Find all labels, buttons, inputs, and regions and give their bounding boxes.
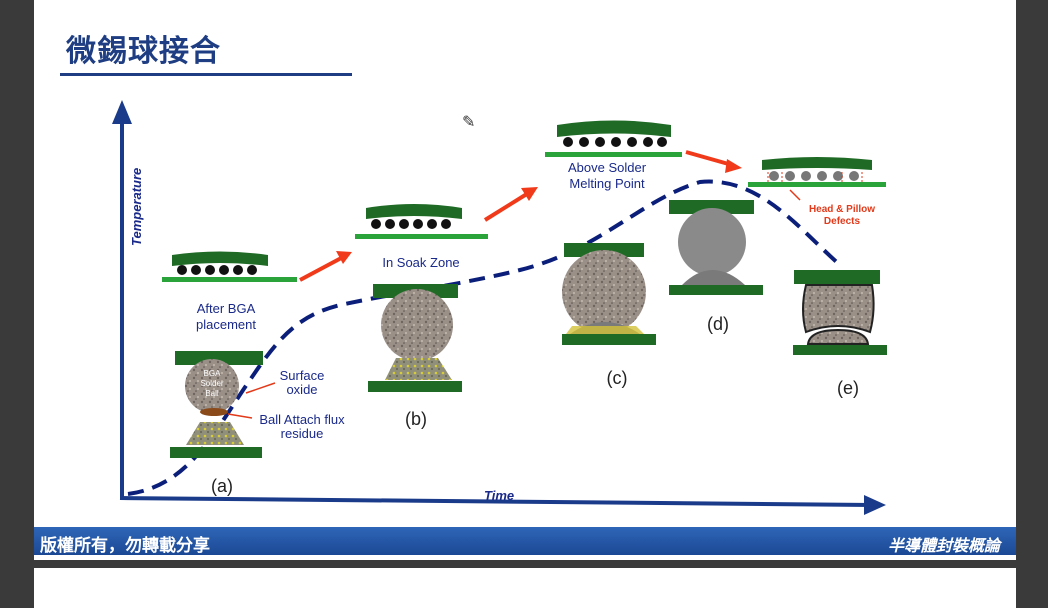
joint-e-ball-head <box>802 284 875 334</box>
joint-c: (c) <box>562 243 656 388</box>
x-axis-label: Time <box>484 488 514 503</box>
surface-oxide-label-line2: oxide <box>286 382 317 397</box>
stage-label-e: (e) <box>837 378 859 398</box>
joint-b-solder-ball <box>381 289 453 361</box>
joint-a-solder-paste <box>186 422 244 445</box>
arrow-a-to-b <box>299 254 346 282</box>
joint-a: BGA Solder Ball Surface oxide Ball Attac… <box>170 351 345 496</box>
svg-text:BGA: BGA <box>204 369 222 378</box>
stage-a-caption-line1: After BGA <box>197 301 256 316</box>
stage-label-d: (d) <box>707 314 729 334</box>
joint-d: (d) <box>669 200 763 334</box>
stage-c-caption-line1: Above Solder <box>568 160 647 175</box>
transition-arrows <box>299 150 742 282</box>
joint-a-solder-ball <box>185 359 239 413</box>
next-slide-preview <box>34 568 1016 608</box>
axes: Temperature Time <box>112 100 886 515</box>
joint-a-pcb-pad <box>170 447 262 458</box>
y-axis-label: Temperature <box>129 168 144 246</box>
package-after-placement: After BGA placement <box>162 251 297 332</box>
package-defect: Head & Pillow Defects <box>748 157 886 227</box>
stage-label-c: (c) <box>607 368 628 388</box>
joint-c-solder-ball <box>562 250 646 334</box>
pencil-icon: ✎ <box>462 114 476 131</box>
x-axis <box>119 496 873 507</box>
flux-residue-label-line1: Ball Attach flux <box>259 412 345 427</box>
package-soak-zone: In Soak Zone <box>355 204 488 270</box>
slide-title: 微錫球接合 <box>66 34 221 69</box>
joint-e: (e) <box>793 270 887 398</box>
x-axis-arrowhead <box>864 495 886 515</box>
defect-label-line1: Head & Pillow <box>809 204 875 215</box>
surface-oxide-label-line1: Surface <box>280 368 325 383</box>
arrow-c-to-d <box>685 150 733 167</box>
joint-e-pillow <box>806 328 870 345</box>
svg-text:Ball: Ball <box>205 389 219 398</box>
stage-a-caption-line2: placement <box>196 317 256 332</box>
stage-label-b: (b) <box>405 409 427 429</box>
reflow-diagram: Temperature Time After BGA placement In … <box>112 100 887 515</box>
y-axis-arrowhead <box>112 100 132 124</box>
footer-course-name: 半導體封裝概論 <box>887 536 1000 555</box>
footer-copyright: 版權所有，勿轉載分享 <box>40 536 210 556</box>
arrow-b-to-c <box>483 190 532 222</box>
joint-d-solder-ball <box>678 208 746 276</box>
joint-b: (b) <box>368 284 462 429</box>
stage-label-a: (a) <box>211 476 233 496</box>
stage-c-caption-line2: Melting Point <box>569 176 645 191</box>
title-underline <box>60 73 352 76</box>
stage-b-caption: In Soak Zone <box>382 255 459 270</box>
footer-bar: 版權所有，勿轉載分享 半導體封裝概論 <box>34 527 1016 556</box>
joint-a-substrate <box>175 351 263 365</box>
package-above-melting: Above Solder Melting Point <box>545 120 682 191</box>
flux-residue-label-line2: residue <box>281 426 324 441</box>
defect-label-line2: Defects <box>824 216 861 227</box>
svg-text:Solder: Solder <box>200 379 223 388</box>
